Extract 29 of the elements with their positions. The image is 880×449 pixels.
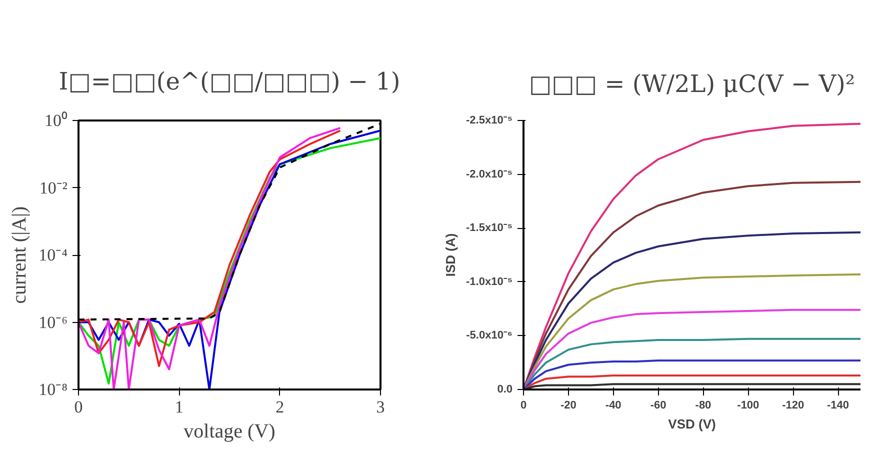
x-tick-label: -20 bbox=[560, 400, 576, 412]
y-tick-label: 0.0 bbox=[497, 384, 513, 396]
x-tick-label: -40 bbox=[605, 400, 622, 412]
y-axis-title: ISD (A) bbox=[443, 233, 458, 277]
x-tick-label: 0 bbox=[74, 398, 83, 416]
y-tick-label: -5.0x10⁻⁶ bbox=[466, 330, 512, 342]
x-tick-label: -120 bbox=[782, 400, 804, 412]
x-tick-label: -60 bbox=[650, 400, 666, 412]
y-tick-label: -1.5x10⁻⁵ bbox=[466, 222, 513, 234]
y-tick-label: -1.0x10⁻⁵ bbox=[466, 276, 513, 288]
x-axis-title: VSD (V) bbox=[668, 416, 716, 432]
y-tick-label: -2.0x10⁻⁵ bbox=[466, 168, 513, 180]
y-tick-label: 10⁻⁶ bbox=[38, 312, 68, 332]
y-axis-title: current (|A|) bbox=[8, 206, 31, 304]
y-tick-label: 10⁻⁸ bbox=[38, 380, 68, 399]
y-tick-label: -2.5x10⁻⁵ bbox=[466, 114, 513, 126]
y-tick-label: 10⁻⁴ bbox=[38, 246, 68, 264]
y-tick-label: 10⁰ bbox=[44, 111, 68, 130]
x-tick-label: 0 bbox=[520, 400, 527, 412]
x-tick-label: -140 bbox=[827, 400, 850, 412]
x-axis-title: voltage (V) bbox=[184, 420, 276, 442]
x-tick-label: 1 bbox=[174, 398, 184, 416]
chart-title: □□□ = (W/2L) μC(V − V)² bbox=[528, 70, 856, 98]
chart-title: I□=□□(e^(□□/□□□) − 1) bbox=[58, 68, 400, 96]
x-tick-label: -80 bbox=[695, 400, 712, 412]
y-tick-label: 10⁻² bbox=[39, 178, 68, 198]
x-tick-label: 2 bbox=[276, 398, 284, 416]
x-tick-label: -100 bbox=[737, 400, 760, 412]
x-tick-label: 3 bbox=[376, 398, 385, 416]
